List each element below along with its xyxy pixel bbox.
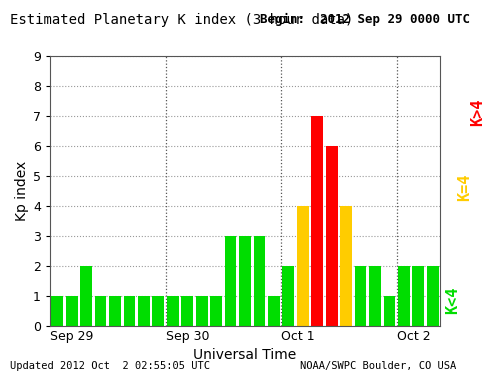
Bar — [427, 266, 438, 326]
X-axis label: Universal Time: Universal Time — [194, 348, 296, 362]
Text: Begin:  2012 Sep 29 0000 UTC: Begin: 2012 Sep 29 0000 UTC — [260, 13, 470, 26]
Bar — [239, 236, 251, 326]
Text: K=4: K=4 — [458, 174, 472, 201]
Bar — [224, 236, 236, 326]
Text: K>4: K>4 — [470, 99, 485, 126]
Bar — [398, 266, 410, 326]
Bar — [340, 206, 352, 326]
Bar — [196, 296, 207, 326]
Text: NOAA/SWPC Boulder, CO USA: NOAA/SWPC Boulder, CO USA — [300, 361, 456, 371]
Bar — [66, 296, 78, 326]
Bar — [152, 296, 164, 326]
Text: K<4: K<4 — [445, 286, 460, 314]
Bar — [182, 296, 193, 326]
Bar — [268, 296, 280, 326]
Bar — [94, 296, 106, 326]
Bar — [124, 296, 136, 326]
Bar — [109, 296, 121, 326]
Bar — [354, 266, 366, 326]
Bar — [312, 116, 323, 326]
Bar — [326, 146, 338, 326]
Text: Estimated Planetary K index (3 hour data): Estimated Planetary K index (3 hour data… — [10, 13, 354, 27]
Bar — [254, 236, 266, 326]
Bar — [384, 296, 396, 326]
Y-axis label: Kp index: Kp index — [15, 161, 29, 221]
Bar — [138, 296, 150, 326]
Bar — [282, 266, 294, 326]
Bar — [412, 266, 424, 326]
Text: Updated 2012 Oct  2 02:55:05 UTC: Updated 2012 Oct 2 02:55:05 UTC — [10, 361, 210, 371]
Bar — [210, 296, 222, 326]
Bar — [52, 296, 63, 326]
Bar — [167, 296, 178, 326]
Bar — [297, 206, 308, 326]
Bar — [80, 266, 92, 326]
Bar — [369, 266, 381, 326]
